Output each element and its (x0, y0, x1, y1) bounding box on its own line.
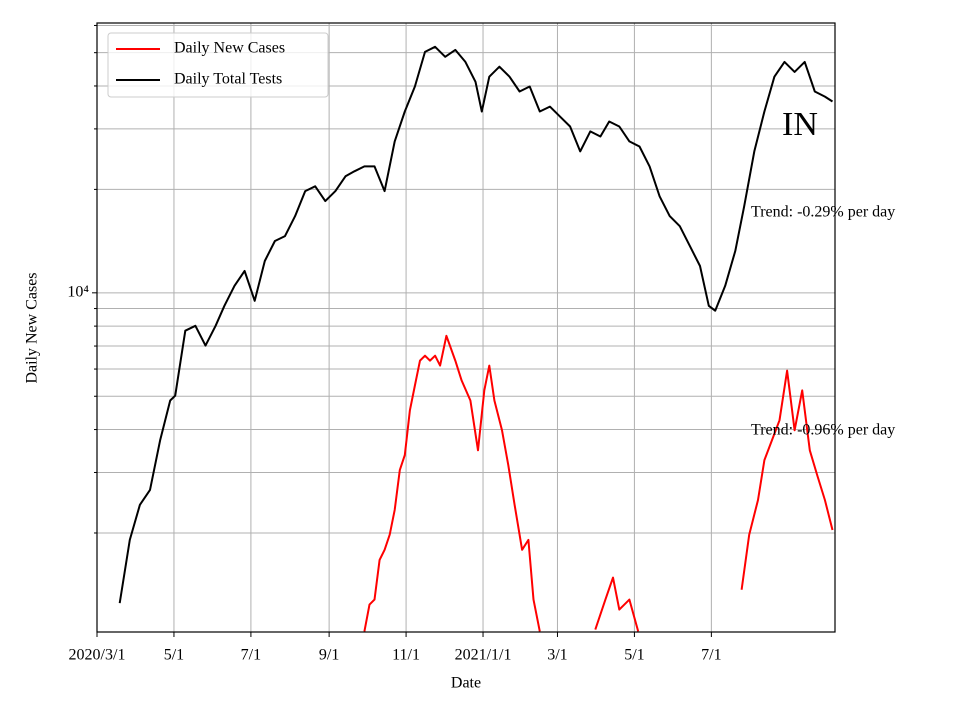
trend-annotation: Trend: -0.29% per day (751, 204, 895, 221)
grid (96, 23, 835, 632)
x-tick-label: 5/1 (164, 647, 184, 664)
y-axis-label: Daily New Cases (24, 272, 41, 383)
series-line (363, 334, 834, 632)
x-axis-label: Date (451, 675, 481, 692)
x-tick-label: 3/1 (547, 647, 567, 664)
trend-annotation: Trend: -0.96% per day (751, 422, 895, 439)
plot-frame (96, 22, 836, 633)
x-tick-label: 2020/3/1 (69, 647, 126, 664)
country-annotation: IN (782, 106, 818, 143)
legend: Daily New Cases Daily Total Tests (107, 32, 329, 98)
x-tick-label: 9/1 (319, 647, 339, 664)
y-tick-label: 10⁴ (67, 283, 89, 300)
x-tick-label: 5/1 (624, 647, 644, 664)
x-tick-label: 7/1 (241, 647, 261, 664)
series-line (118, 45, 834, 604)
legend-box (107, 32, 329, 98)
x-tick-label: 2021/1/1 (455, 647, 512, 664)
x-tick-label: 11/1 (392, 647, 420, 664)
plot-lines (118, 45, 834, 632)
ticks: 2020/3/1 5/1 7/1 9/1 11/1 2021/1/1 3/1 5/1 7/1 10… (67, 24, 722, 664)
legend-label: Daily New Cases (174, 40, 285, 57)
legend-label: Daily Total Tests (174, 71, 282, 88)
x-tick-label: 7/1 (701, 647, 721, 664)
